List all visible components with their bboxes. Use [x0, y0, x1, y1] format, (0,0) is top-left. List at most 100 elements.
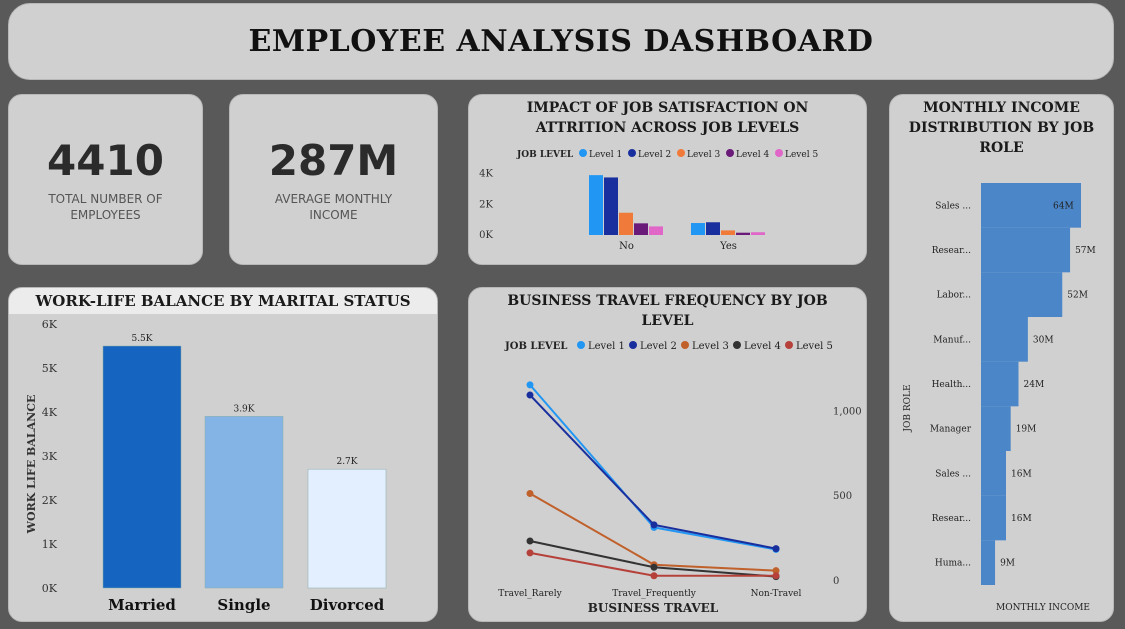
- kpi-total-employees: 4410 TOTAL NUMBER OF EMPLOYEES: [8, 94, 203, 265]
- data-label: 30M: [1033, 335, 1054, 345]
- legend-label: Level 5: [796, 341, 833, 352]
- data-label: 3.9K: [233, 404, 254, 414]
- legend-marker: [775, 149, 783, 157]
- travel-title-line1: BUSINESS TRAVEL FREQUENCY BY JOB: [507, 293, 828, 309]
- y-axis-title: JOB ROLE: [903, 384, 913, 432]
- income-bar: [981, 495, 1006, 541]
- income-bar: [981, 406, 1011, 451]
- travel-point: [526, 391, 534, 399]
- travel-point: [772, 572, 780, 580]
- income-chart-title: MONTHLY INCOME DISTRIBUTION BY JOB ROLE: [890, 98, 1113, 158]
- income-bar: [981, 272, 1063, 317]
- income-chart: JOB ROLE Sales ... 64M Resear... 57M Labor...…: [903, 183, 1096, 613]
- data-label: 52M: [1067, 291, 1088, 301]
- travel-point: [650, 572, 658, 580]
- legend-marker: [577, 341, 585, 349]
- kpi-label-line1: TOTAL NUMBER OF: [48, 192, 163, 206]
- legend-marker: [628, 149, 636, 157]
- worklife-bar: [307, 468, 387, 589]
- worklife-bar: [102, 345, 182, 589]
- legend-label: Level 3: [692, 341, 729, 352]
- legend-marker: [677, 149, 685, 157]
- worklife-chart-card: WORK-LIFE BALANCE BY MARITAL STATUS 0K 1K…: [8, 287, 438, 622]
- travel-point: [526, 537, 534, 545]
- attrition-bar: [751, 232, 765, 235]
- y-tick-label: 4K: [479, 169, 493, 180]
- kpi-average-income-label: AVERAGE MONTHLY INCOME: [275, 191, 392, 223]
- attrition-bar: [589, 175, 603, 235]
- income-bar: [981, 317, 1028, 362]
- attrition-chart-title: IMPACT OF JOB SATISFACTION ON ATTRITION …: [469, 98, 866, 138]
- legend-marker: [629, 341, 637, 349]
- attrition-bar: [721, 230, 735, 235]
- attrition-bar: [706, 222, 720, 235]
- y-tick-label: 0K: [479, 230, 493, 241]
- travel-point: [650, 563, 658, 571]
- x-tick-label: Single: [217, 596, 270, 614]
- legend-marker: [733, 341, 741, 349]
- x-tick-label: Travel_Frequently: [612, 589, 697, 599]
- legend-marker: [681, 341, 689, 349]
- legend-title: JOB LEVEL: [516, 150, 574, 160]
- kpi-total-employees-value: 4410: [47, 136, 164, 185]
- x-tick-label: Non-Travel: [751, 589, 802, 599]
- dashboard-title-card: EMPLOYEE ANALYSIS DASHBOARD: [8, 3, 1114, 80]
- data-label: 57M: [1075, 246, 1096, 256]
- travel-chart-card: BUSINESS TRAVEL FREQUENCY BY JOB LEVEL J…: [468, 287, 867, 622]
- y-tick-label: 6K: [42, 318, 58, 331]
- legend-marker: [726, 149, 734, 157]
- y-axis-title: WORK LIFE BALANCE: [25, 395, 38, 535]
- travel-point: [650, 521, 658, 529]
- travel-chart-title: BUSINESS TRAVEL FREQUENCY BY JOB LEVEL: [469, 291, 866, 331]
- x-axis-title: MONTHLY INCOME: [996, 603, 1090, 613]
- data-label: 9M: [1000, 559, 1015, 569]
- y-tick-label: Labor...: [937, 291, 972, 301]
- legend-label: Level 1: [588, 341, 625, 352]
- kpi-label-line1: AVERAGE MONTHLY: [274, 192, 393, 206]
- y-tick-label: 5K: [42, 362, 58, 375]
- data-label: 2.7K: [336, 457, 357, 467]
- income-bar: [981, 451, 1006, 496]
- dashboard-title: EMPLOYEE ANALYSIS DASHBOARD: [248, 24, 874, 59]
- x-tick-label: Travel_Rarely: [498, 589, 562, 599]
- kpi-total-employees-label: TOTAL NUMBER OF EMPLOYEES: [48, 191, 162, 223]
- kpi-label-line2: EMPLOYEES: [70, 208, 141, 222]
- travel-title-line2: LEVEL: [641, 313, 694, 329]
- worklife-chart-title: WORK-LIFE BALANCE BY MARITAL STATUS: [35, 292, 411, 310]
- x-axis-title: BUSINESS TRAVEL: [588, 601, 719, 615]
- attrition-bar: [634, 223, 648, 235]
- y-tick-label: Sales ...: [935, 201, 971, 211]
- kpi-label-line2: INCOME: [309, 208, 358, 222]
- attrition-title-line2: ATTRITION ACROSS JOB LEVELS: [535, 120, 800, 136]
- y-tick-label: Sales ...: [935, 469, 971, 479]
- legend-label: Level 1: [589, 150, 622, 160]
- x-tick-label: Yes: [719, 241, 737, 252]
- income-title-line1: MONTHLY INCOME: [923, 100, 1080, 116]
- travel-point: [526, 489, 534, 497]
- y-tick-label: Health...: [932, 380, 972, 390]
- y-tick-label: 0: [833, 576, 839, 587]
- kpi-average-income-value: 287M: [268, 136, 399, 185]
- attrition-bar: [619, 212, 633, 235]
- attrition-bar: [649, 226, 663, 235]
- legend-title: JOB LEVEL: [504, 341, 567, 352]
- attrition-title-line1: IMPACT OF JOB SATISFACTION ON: [526, 100, 809, 116]
- y-tick-label: 2K: [42, 494, 58, 507]
- data-label: 64M: [1053, 201, 1074, 211]
- income-title-line3: ROLE: [979, 140, 1024, 156]
- travel-point: [772, 545, 780, 553]
- data-label: 19M: [1016, 425, 1037, 435]
- data-label: 16M: [1011, 514, 1032, 524]
- legend-marker: [785, 341, 793, 349]
- data-label: 24M: [1024, 380, 1045, 390]
- legend-label: Level 5: [785, 150, 818, 160]
- kpi-average-income: 287M AVERAGE MONTHLY INCOME: [229, 94, 438, 265]
- income-bar: [981, 361, 1019, 407]
- legend-label: Level 2: [638, 150, 671, 160]
- x-tick-label: Divorced: [310, 596, 385, 614]
- data-label: 16M: [1011, 469, 1032, 479]
- legend-label: Level 2: [640, 341, 677, 352]
- attrition-bar: [604, 177, 618, 235]
- travel-chart: JOB LEVEL Level 1 Level 2 Level 3 Level 4 Lev…: [498, 341, 862, 615]
- attrition-chart-card: IMPACT OF JOB SATISFACTION ON ATTRITION …: [468, 94, 867, 265]
